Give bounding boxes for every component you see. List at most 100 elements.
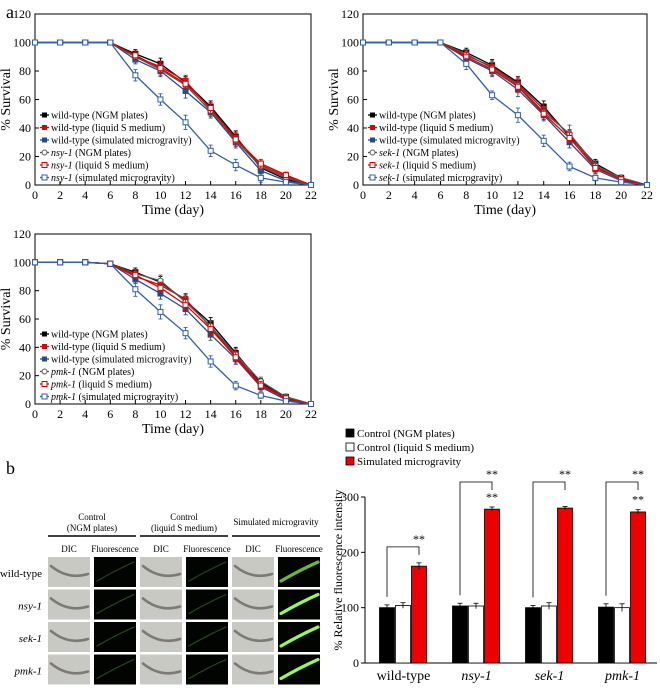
group-label-line1: Simulated microgravity	[233, 517, 319, 527]
x-tick-label: 20	[615, 188, 627, 202]
legend-label-part: (NGM plates)	[73, 148, 131, 159]
legend-swatch	[345, 442, 355, 452]
worm-dic	[141, 597, 182, 610]
data-point	[540, 137, 547, 144]
significance-mark: **	[559, 467, 571, 481]
legend-label: wild-type (liquid S medium)	[51, 123, 165, 134]
y-tick-label: 0	[353, 656, 359, 670]
legend-label-part: wild-type (simulated microgravity)	[51, 355, 192, 366]
y-tick-label: 120	[13, 227, 31, 241]
category-label: sek-1	[535, 669, 565, 684]
worm-fluorescence	[188, 561, 227, 582]
x-tick-label: 20	[280, 188, 292, 202]
bar	[379, 607, 395, 664]
data-point	[644, 182, 650, 188]
bar	[452, 605, 468, 664]
legend-label: pmk-1 (simulated microgravity)	[50, 392, 178, 403]
dic-tile	[48, 622, 90, 652]
worm-dic	[233, 629, 274, 643]
data-point	[182, 301, 189, 308]
dic-tile	[48, 589, 90, 620]
legend-label-part: sek-1	[379, 173, 400, 184]
y-tick-label: 100	[341, 36, 359, 50]
fluorescence-tile	[94, 622, 136, 652]
legend-marker	[41, 368, 48, 375]
dic-tile	[140, 589, 182, 620]
x-tick-label: 8	[132, 407, 138, 421]
legend-label-part: nsy-1	[51, 161, 73, 172]
dic-tile	[232, 622, 274, 652]
data-point	[82, 39, 89, 46]
legend-label: Simulated microgravity	[357, 456, 462, 468]
legend-marker	[42, 112, 47, 118]
legend-label: nsy-1 (NGM plates)	[51, 148, 131, 159]
legend-marker	[370, 125, 375, 130]
category-label: nsy-1	[461, 669, 491, 684]
legend-label-part: (liquid S medium)	[400, 161, 476, 172]
significance-bracket	[605, 481, 639, 596]
data-point	[82, 259, 89, 266]
data-point	[592, 174, 599, 181]
data-point	[157, 65, 164, 72]
y-tick-label: 100	[13, 255, 31, 269]
legend-marker	[42, 331, 47, 337]
legend-marker	[370, 137, 375, 143]
data-point	[282, 172, 289, 179]
series-line	[35, 261, 312, 405]
data-point	[157, 284, 164, 291]
legend-label: nsy-1 (liquid S medium)	[51, 161, 149, 172]
y-tick-label: 120	[13, 7, 31, 21]
x-axis-label: Time (day)	[142, 422, 204, 437]
legend-label-part: wild-type (NGM plates)	[379, 111, 476, 122]
worm-fluorescence	[279, 592, 320, 616]
legend-marker	[41, 393, 48, 400]
group-label-line2: (NGM plates)	[67, 523, 117, 533]
data-point	[207, 147, 214, 154]
data-point	[132, 272, 139, 279]
legend-label-part: wild-type (liquid S medium)	[51, 123, 165, 134]
legend-label-part: wild-type (simulated microgravity)	[379, 136, 520, 147]
y-tick-label: 80	[19, 64, 31, 78]
worm-fluorescence	[96, 658, 135, 680]
x-tick-label: 2	[386, 188, 392, 202]
worm-dic	[49, 564, 90, 578]
group-label-line1: Control	[170, 512, 198, 522]
legend-label-part: pmk-1	[50, 392, 76, 403]
dic-tile	[232, 589, 274, 620]
group-label-line2: (liquid S medium)	[151, 523, 217, 533]
x-tick-label: 20	[280, 407, 292, 421]
bar	[395, 605, 411, 664]
legend-label-part: wild-type (simulated microgravity)	[51, 136, 192, 147]
series-line	[35, 41, 312, 186]
x-tick-label: 14	[538, 188, 550, 202]
x-tick-label: 6	[107, 188, 113, 202]
panel-a-label: a	[6, 2, 14, 22]
bar	[484, 508, 500, 664]
x-tick-label: 16	[564, 188, 576, 202]
panel-b-label: b	[6, 458, 15, 478]
legend-label: wild-type (NGM plates)	[51, 330, 148, 341]
worm-fluorescence	[188, 593, 227, 615]
y-tick-label: 20	[19, 150, 31, 164]
fluorescence-tile	[186, 557, 228, 587]
data-point	[411, 39, 418, 46]
significance-mark: **	[486, 490, 498, 504]
y-tick-label: 40	[19, 340, 31, 354]
worm-dic	[233, 597, 274, 610]
worm-dic	[233, 564, 274, 578]
worm-fluorescence	[188, 626, 227, 647]
dic-tile	[232, 654, 274, 685]
x-tick-label: 10	[486, 188, 498, 202]
plot-frame	[34, 13, 312, 186]
legend-label-part: (NGM plates)	[76, 367, 134, 378]
worm-dic	[49, 629, 90, 643]
legend-swatch	[345, 428, 355, 438]
bar	[630, 511, 646, 664]
category-label: pmk-1	[604, 669, 640, 684]
data-point	[207, 358, 214, 365]
y-tick-label: 0	[353, 178, 359, 192]
data-point	[257, 392, 264, 399]
data-point	[157, 96, 164, 103]
x-tick-label: 6	[437, 188, 443, 202]
